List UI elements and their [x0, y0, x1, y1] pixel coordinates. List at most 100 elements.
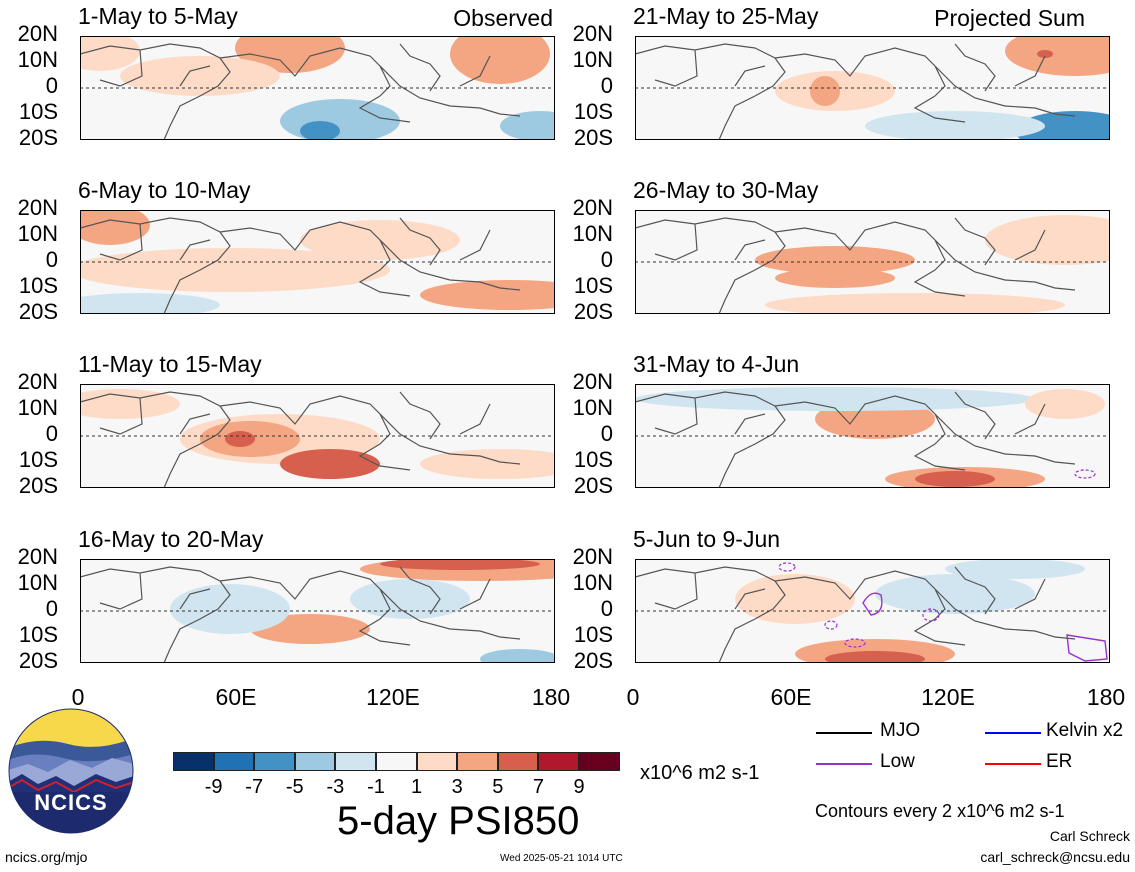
lat-label: 0: [600, 247, 613, 272]
lat-label: 10S: [573, 273, 613, 298]
lat-label: 20N: [572, 544, 613, 569]
author: Carl Schreck: [1049, 828, 1130, 844]
panel-title: 11-May to 15-May: [78, 351, 262, 377]
lon-label: 60E: [770, 684, 812, 710]
colorbar-swatch: [294, 752, 336, 771]
lat-label: 10S: [18, 99, 58, 124]
lat-label: 20N: [17, 21, 58, 46]
colorbar-tick-label: -7: [245, 776, 264, 798]
main-title: 5-day PSI850: [337, 799, 580, 843]
legend-kelvin-line: [985, 732, 1041, 734]
site-link[interactable]: ncics.org/mjo: [5, 849, 88, 865]
colorbar-swatch: [335, 752, 376, 771]
colorbar: [173, 752, 620, 771]
lat-label: 0: [45, 73, 58, 98]
legend-er-label: ER: [1046, 751, 1073, 772]
email: carl_schreck@ncsu.edu: [980, 849, 1130, 865]
lon-label: 180: [531, 684, 571, 710]
psi850-map: [635, 210, 1110, 314]
lat-label: 20S: [18, 299, 58, 324]
lon-label: 0: [71, 684, 85, 710]
panel-title: 16-May to 20-May: [78, 526, 264, 552]
colorbar-tick-label: 5: [492, 776, 504, 798]
colorbar-tick-label: 1: [411, 776, 423, 798]
lat-label: 20S: [18, 473, 58, 498]
map-panel-7: 16-May to 20-May 20N 10N 0 10S 20S: [0, 523, 555, 697]
map-panel-4: 26-May to 30-May 20N 10N 0 10S 20S: [555, 174, 1110, 348]
lat-label: 10N: [17, 395, 58, 420]
colorbar-swatch: [538, 752, 579, 771]
lat-label: 20N: [572, 21, 613, 46]
colorbar-swatch: [254, 752, 295, 771]
map-panel-1: 1-May to 5-May Observed 20N 10N 0 10S 20S: [0, 0, 555, 174]
psi850-map: [635, 36, 1110, 140]
legend-mjo-line: [816, 732, 872, 734]
psi850-map: [80, 36, 555, 140]
legend-low-line: [816, 763, 872, 765]
panel-title: 31-May to 4-Jun: [633, 351, 800, 377]
lat-label: 10N: [17, 570, 58, 595]
lat-label: 0: [45, 421, 58, 446]
lat-label: 20S: [573, 299, 613, 324]
lat-label: 10N: [572, 47, 613, 72]
panel-label: Projected Sum: [934, 5, 1085, 31]
lat-label: 20S: [573, 125, 613, 150]
lon-label: 180: [1086, 684, 1126, 710]
lat-label: 0: [600, 73, 613, 98]
colorbar-tick-label: -1: [367, 776, 385, 798]
lat-label: 20N: [17, 369, 58, 394]
lat-label: 0: [600, 596, 613, 621]
psi850-map: [635, 559, 1110, 663]
psi850-map: [80, 384, 555, 488]
lat-label: 10S: [573, 99, 613, 124]
lat-label: 20N: [572, 195, 613, 220]
panel-title: 21-May to 25-May: [633, 3, 819, 29]
lat-label: 10S: [573, 447, 613, 472]
colorbar-tick-label: 9: [573, 776, 585, 798]
lat-label: 10N: [572, 570, 613, 595]
psi850-map: [635, 384, 1110, 488]
panel-title: 1-May to 5-May: [78, 3, 238, 29]
colorbar-tick-label: -9: [204, 776, 223, 798]
lat-label: 10N: [17, 221, 58, 246]
timestamp: Wed 2025-05-21 1014 UTC: [500, 853, 623, 864]
colorbar-tick-label: 7: [532, 776, 544, 798]
map-panel-8: 5-Jun to 9-Jun 20N 10N 0 10S 20S: [555, 523, 1110, 697]
lat-label: 10N: [572, 395, 613, 420]
colorbar-swatch: [173, 752, 214, 771]
colorbar-swatch: [578, 752, 620, 771]
lat-label: 20N: [572, 369, 613, 394]
legend-mjo-label: MJO: [880, 720, 921, 741]
lat-label: 20S: [573, 473, 613, 498]
contour-note: Contours every 2 x10^6 m2 s-1: [815, 801, 1065, 821]
logo-text: NCICS: [34, 790, 108, 815]
lat-label: 10S: [573, 622, 613, 647]
map-panel-2: 21-May to 25-May Projected Sum 20N 10N 0 10S 2…: [555, 0, 1110, 174]
lat-label: 20N: [17, 195, 58, 220]
legend-low-label: Low: [880, 751, 915, 772]
legend-er-line: [985, 763, 1041, 765]
lat-label: 0: [45, 247, 58, 272]
lat-label: 20S: [18, 648, 58, 673]
lat-label: 10S: [18, 622, 58, 647]
legend-kelvin-label: Kelvin x2: [1046, 720, 1124, 741]
lon-label: 60E: [215, 684, 257, 710]
psi850-map: [80, 210, 555, 314]
ncics-logo: NCICS: [8, 708, 134, 834]
panel-title: 5-Jun to 9-Jun: [633, 526, 781, 552]
map-panel-6: 31-May to 4-Jun 20N 10N 0 10S 20S: [555, 348, 1110, 522]
lat-label: 20S: [18, 125, 58, 150]
colorbar-units: x10^6 m2 s-1: [640, 762, 760, 784]
psi850-map: [80, 559, 555, 663]
colorbar-swatch: [213, 752, 255, 771]
colorbar-tick-label: 3: [451, 776, 463, 798]
panel-title: 6-May to 10-May: [78, 177, 251, 203]
panel-label: Observed: [453, 5, 553, 31]
lat-label: 10S: [18, 447, 58, 472]
colorbar-tick-label: -5: [285, 776, 304, 798]
colorbar-swatch: [457, 752, 498, 771]
colorbar-swatch: [375, 752, 417, 771]
lon-label: 120E: [366, 684, 420, 710]
lat-label: 0: [600, 421, 613, 446]
lat-label: 10N: [17, 47, 58, 72]
